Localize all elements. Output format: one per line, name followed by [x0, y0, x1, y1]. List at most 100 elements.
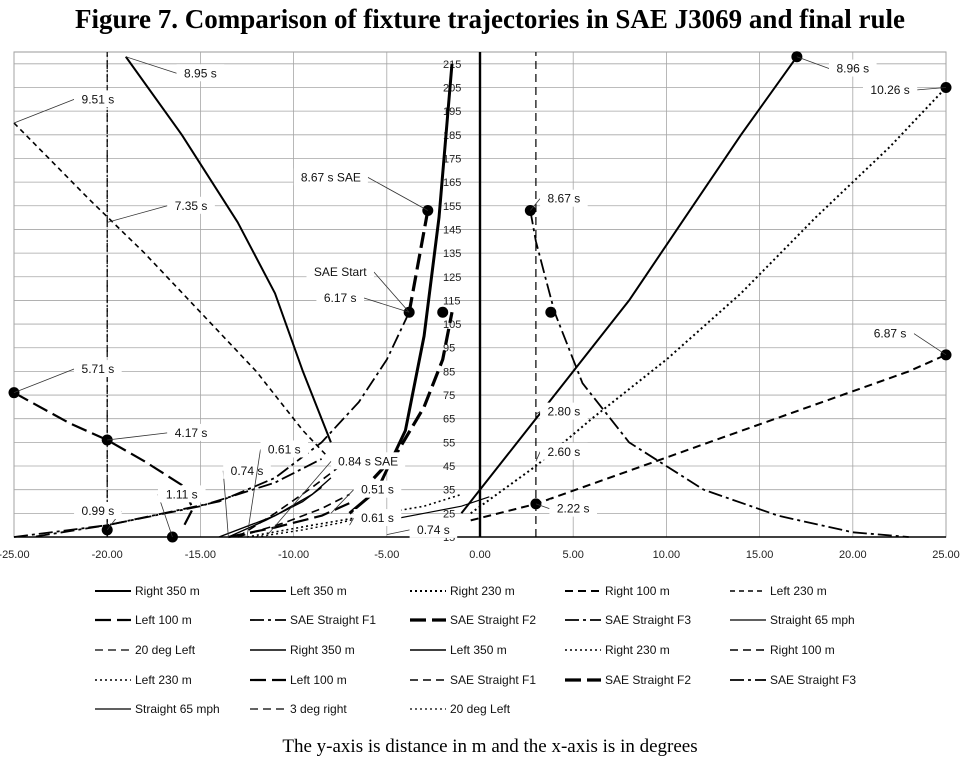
annotation-box [829, 59, 877, 77]
legend-label: Left 350 m [290, 584, 347, 598]
annotation-label: 8.96 s [836, 62, 869, 76]
annotation-leader [796, 56, 830, 69]
annotation-box [540, 442, 588, 460]
annotation-box [157, 485, 206, 503]
y-tick-label: 115 [443, 295, 461, 307]
y-tick-label: 55 [443, 437, 455, 449]
annotation-label: 8.67 s SAE [301, 170, 361, 184]
legend-label: Right 230 m [450, 584, 515, 598]
series-line-4 [13, 122, 326, 455]
series-line-2 [470, 86, 947, 515]
annotation-box [306, 263, 374, 281]
annotation-box [223, 461, 271, 479]
y-tick-label: 85 [443, 366, 455, 378]
annotation-leader [349, 517, 355, 526]
y-tick-label: 45 [443, 461, 455, 473]
legend-label: SAE Straight F3 [605, 613, 691, 627]
annotation-leader [913, 333, 947, 356]
legend-label: Right 350 m [290, 643, 355, 657]
annotation-leader [222, 470, 229, 538]
x-tick-label: 15.00 [746, 549, 774, 561]
annotation-leader [363, 297, 410, 313]
legend-label: Right 230 m [605, 643, 670, 657]
data-point-marker [545, 306, 557, 318]
series-line-12 [228, 486, 323, 538]
annotation-label: 0.84 s SAE [338, 454, 398, 468]
annotation-box [409, 520, 458, 538]
annotation-label: 8.95 s [184, 66, 217, 80]
x-tick-label: -25.00 [0, 549, 30, 561]
annotation-label: SAE Start [314, 265, 367, 279]
annotation-label: 0.61 s [361, 511, 394, 525]
series-line-17 [237, 493, 350, 538]
annotation-box [353, 480, 402, 498]
x-tick-label: -10.00 [278, 549, 309, 561]
annotation-layer: 8.95 s 9.51 s 7.35 s 5.71 s 4.17 s 0.99 s 1.11… [13, 56, 947, 538]
y-tick-label: 75 [443, 390, 455, 402]
y-tick-label: 165 [443, 177, 461, 189]
legend-label: Right 100 m [770, 643, 835, 657]
legend-label: SAE Straight F3 [770, 673, 856, 687]
annotation-label: 0.74 s [231, 464, 264, 478]
legend-label: Straight 65 mph [770, 613, 855, 627]
annotation-leader [265, 461, 332, 538]
legend-label: 3 deg right [290, 702, 347, 716]
annotation-label: 9.51 s [82, 92, 115, 106]
legend-label: Left 100 m [290, 673, 347, 687]
annotation-leader [535, 411, 541, 415]
x-tick-label: -5.00 [374, 549, 399, 561]
series-line-8 [32, 311, 411, 538]
annotation-label: 5.71 s [82, 362, 115, 376]
annotation-box [74, 501, 122, 519]
annotation-leader [530, 198, 541, 211]
legend-label: SAE Straight F1 [450, 673, 536, 687]
annotation-box [316, 289, 364, 307]
series-line-1 [124, 56, 332, 443]
annotation-leader [373, 271, 410, 313]
annotation-label: 1.11 s [166, 487, 198, 501]
y-tick-label: 35 [443, 485, 455, 497]
annotation-label: 6.87 s [874, 327, 907, 341]
series-line-6 [529, 210, 909, 538]
x-tick-label: -20.00 [92, 549, 123, 561]
annotation-label: 4.17 s [175, 426, 208, 440]
annotation-box [540, 402, 588, 420]
y-tick-label: 135 [443, 248, 461, 260]
series-line-15 [256, 515, 369, 538]
series-line-7 [407, 210, 430, 313]
figure-caption: The y-axis is distance in m and the x-ax… [282, 736, 698, 757]
series-line-5 [13, 391, 194, 531]
annotation-label: 0.61 s [268, 442, 301, 456]
legend-label: Left 230 m [770, 584, 827, 598]
legend-layer: Right 350 m Left 350 m Right 230 m Right 10… [95, 584, 856, 716]
legend-label: 20 deg Left [135, 643, 196, 657]
y-tick-label: 205 [443, 82, 461, 94]
annotation-leader [917, 87, 947, 91]
annotation-leader [107, 432, 168, 441]
x-tick-label: 5.00 [562, 549, 583, 561]
series-line-20 [386, 496, 490, 521]
annotation-box [167, 423, 215, 441]
series-line-19 [13, 458, 323, 538]
annotation-label: 8.67 s [548, 192, 581, 206]
annotation-box [74, 90, 122, 108]
annotation-leader [367, 177, 429, 211]
annotation-leader [535, 451, 541, 462]
y-tick-label: 25 [443, 508, 455, 520]
annotation-box [866, 324, 914, 342]
legend-label: SAE Straight F2 [450, 613, 536, 627]
annotation-label: 10.26 s [870, 83, 909, 97]
y-tick-label: 65 [443, 414, 455, 426]
annotation-box [353, 509, 402, 527]
annotation-label: 0.51 s [361, 483, 394, 497]
data-point-marker [437, 306, 449, 318]
annotation-box [74, 360, 122, 378]
x-tick-label: 20.00 [839, 549, 867, 561]
annotation-box [549, 499, 597, 517]
legend-label: Left 350 m [450, 643, 507, 657]
annotation-leader [330, 489, 354, 514]
y-tick-label: 175 [443, 153, 461, 165]
annotation-box [176, 64, 225, 82]
annotation-leader [107, 205, 168, 223]
